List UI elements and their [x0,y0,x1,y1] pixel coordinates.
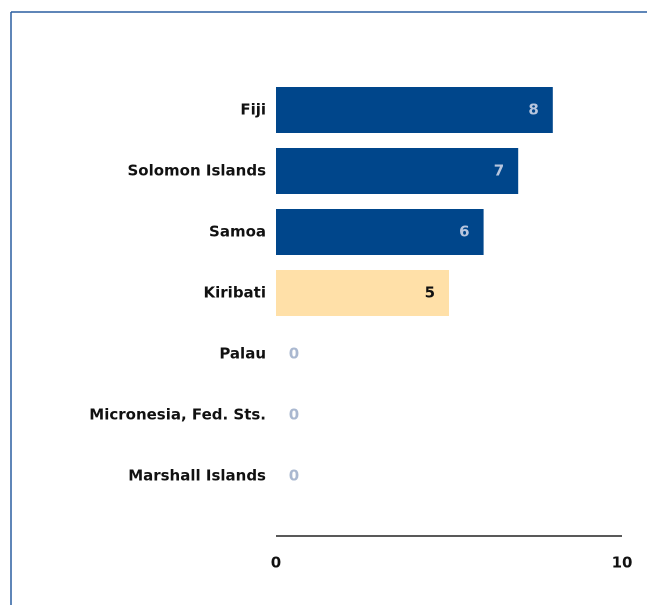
y-tick-label: Fiji [240,101,266,119]
y-tick-label: Micronesia, Fed. Sts. [89,406,266,424]
value-label: 6 [459,223,469,241]
bar [276,209,484,255]
bar [276,270,449,316]
value-label: 0 [289,345,299,363]
x-tick-label: 0 [271,554,281,572]
value-label: 5 [425,284,435,302]
y-tick-label: Kiribati [204,284,266,302]
value-label: 0 [289,467,299,485]
value-label: 0 [289,406,299,424]
y-tick-label: Samoa [209,223,266,241]
value-label: 8 [528,101,538,119]
x-tick-label: 10 [612,554,633,572]
bar [276,148,519,194]
y-tick-label: Palau [219,345,266,363]
bar [276,87,553,133]
y-tick-label: Solomon Islands [127,162,266,180]
value-label: 7 [494,162,504,180]
y-tick-label: Marshall Islands [128,467,266,485]
